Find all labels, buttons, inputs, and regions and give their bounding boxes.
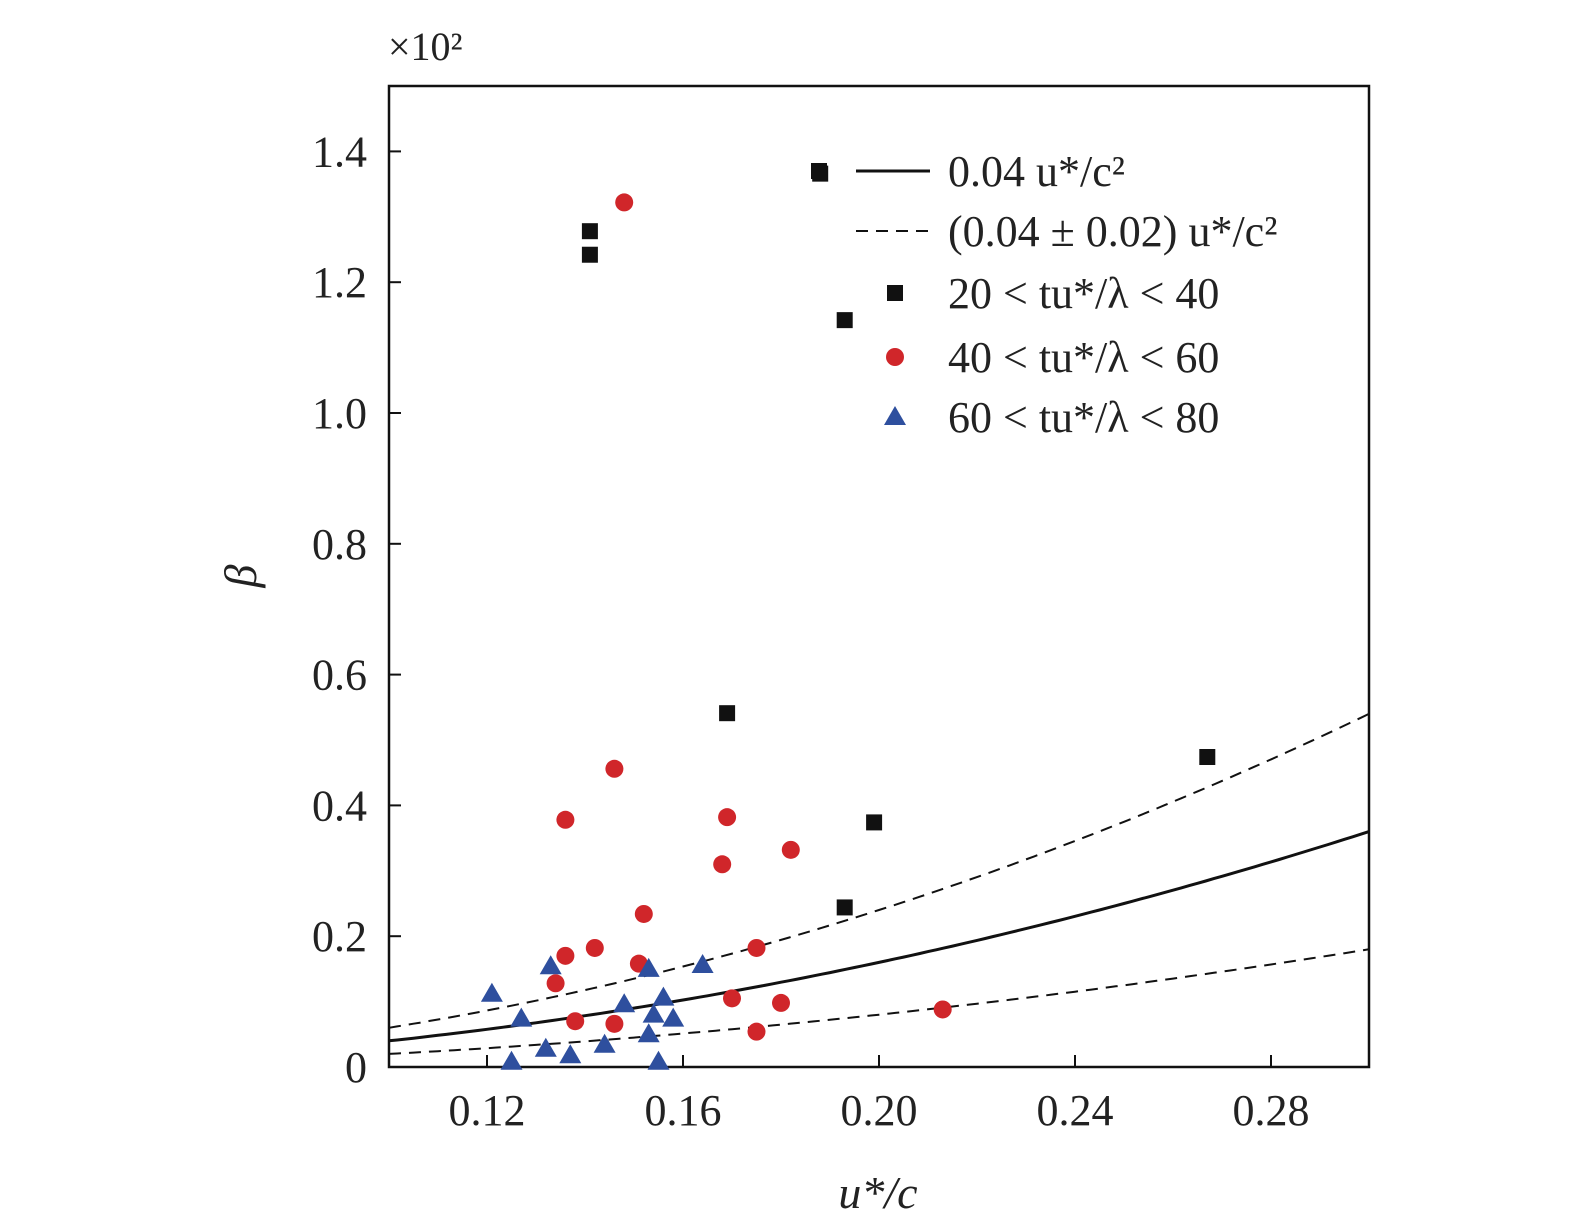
fit-curve-solid [388,830,1370,1043]
triangle-point [510,1007,533,1027]
triangle-point [559,1044,582,1064]
triangle-point [691,953,714,973]
circle-point [566,1012,585,1031]
triangle-point [647,1050,670,1070]
x-tick-label: 0.24 [1037,1086,1114,1135]
circle-point [772,993,790,1012]
legend-label: (0.04 ± 0.02) u*/c² [948,207,1277,256]
square-point [719,705,736,722]
circle-point [605,759,624,778]
y-tick-label: 0 [345,1043,367,1092]
square-point [866,814,883,831]
legend-triangle-marker [884,406,906,425]
square-point [836,312,853,329]
y-tick-label: 0.2 [312,912,367,961]
legend-label: 60 < tu*/λ < 80 [948,393,1219,442]
circle-point [585,938,604,957]
circle-point [747,938,766,957]
legend-label: 20 < tu*/λ < 40 [948,269,1219,318]
circle-point [605,1014,624,1033]
triangle-point [642,1003,665,1023]
triangle-point [500,1050,523,1070]
triangle-point [613,993,636,1013]
axis-ticks: 0.12 0.16 0.20 0.24 0.28 0 0.2 0.4 0.6 0.8 1.0 1.2 1… [312,127,1310,1135]
circle-point [723,989,741,1008]
y-tick-label: 1.4 [312,127,367,176]
y-tick-label: 0.4 [312,781,367,830]
y-tick-label: 0.8 [312,520,367,569]
x-tick-label: 0.12 [449,1086,526,1135]
circle-point [556,810,575,829]
circle-point [713,855,732,874]
y-scale-note: ×10² [388,24,463,69]
square-point [581,246,598,263]
fit-curve-dashed [388,948,1370,1055]
x-axis-title: u*/c [838,1167,917,1218]
fit-curves [388,712,1370,1055]
circle-point [556,946,575,965]
y-tick-label: 1.2 [312,258,367,307]
legend-label: 0.04 u*/c² [948,147,1125,196]
x-tick-label: 0.28 [1233,1086,1310,1135]
fit-curve-dashed [388,712,1370,1029]
triangle-point [480,982,503,1002]
x-tick-label: 0.16 [645,1086,722,1135]
legend-square-marker [887,285,903,301]
triangle-point [593,1033,616,1053]
triangle-point [637,957,660,977]
square-point [581,223,598,240]
triangle-point [662,1007,685,1027]
data-points [480,165,1216,1070]
triangle-point [539,955,562,975]
y-tick-label: 0.6 [312,651,367,700]
legend: 0.04 u*/c² (0.04 ± 0.02) u*/c² 20 < tu*/λ … [811,147,1277,442]
circle-point [718,808,737,827]
circle-point [747,1022,766,1041]
triangle-point [637,1023,660,1043]
square-point [1199,749,1216,766]
y-tick-label: 1.0 [312,389,367,438]
square-point [836,899,853,916]
legend-label: 40 < tu*/λ < 60 [948,333,1219,382]
circle-point [634,904,653,923]
circle-point [933,1000,952,1019]
x-tick-label: 0.20 [841,1086,918,1135]
triangle-point [534,1037,557,1057]
circle-point [546,974,565,993]
circle-point [615,193,634,212]
legend-square-marker [811,163,827,179]
triangle-point [652,986,675,1006]
circle-point [781,840,800,859]
legend-circle-marker [886,348,904,366]
y-axis-title: β [215,564,266,588]
